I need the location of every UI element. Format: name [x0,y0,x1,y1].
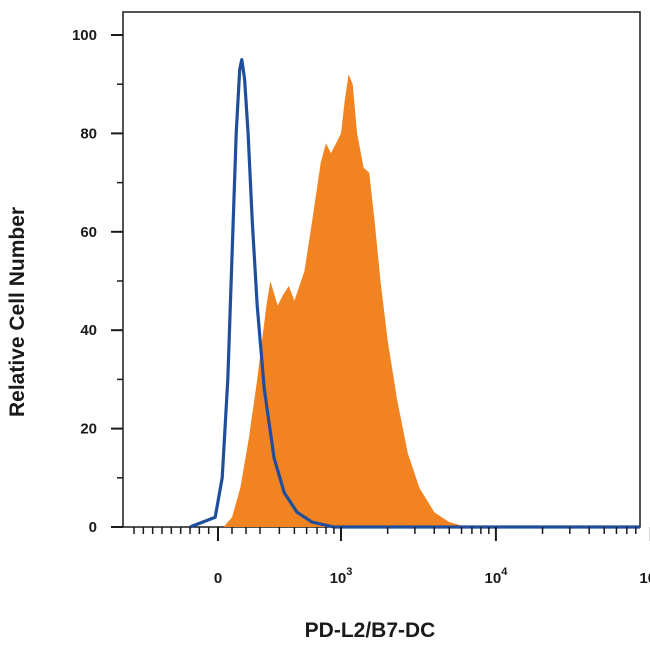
series-layer [189,58,640,529]
y-tick-label: 0 [89,519,97,536]
y-tick-label: 60 [80,224,97,241]
x-axis: 0 103 104 105 [133,527,650,587]
sample-histogram-area [190,74,640,528]
x-tick-label: 0 [214,570,222,587]
y-tick-label: 20 [80,421,97,438]
x-tick-label: 103 [330,566,353,587]
x-tick-label: 105 [639,566,650,587]
y-tick-label: 80 [80,125,97,142]
x-tick-label: 104 [485,566,509,587]
x-axis-title: PD-L2/B7-DC [305,619,436,642]
y-tick-label: 40 [80,322,97,339]
y-axis: 0 20 40 60 80 100 [72,27,123,536]
y-axis-title: Relative Cell Number [6,207,29,417]
y-tick-label: 100 [72,27,97,44]
control-histogram-line [189,58,640,529]
